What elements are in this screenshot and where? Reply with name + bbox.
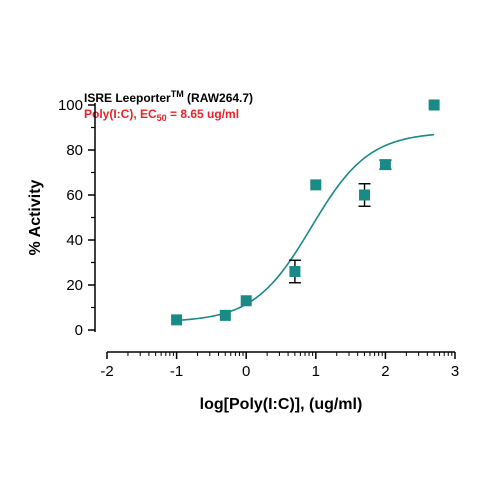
legend-line-1: ISRE LeeporterTM (RAW264.7) bbox=[84, 89, 253, 105]
axes: 0 20 40 60 80 100 -2 -1 0 1 2 3 bbox=[58, 97, 459, 380]
data-points bbox=[171, 99, 440, 326]
data-point bbox=[359, 189, 371, 201]
data-point bbox=[240, 295, 252, 307]
x-axis-title: log[Poly(I:C)], (ug/ml) bbox=[200, 396, 363, 413]
legend-line-2: Poly(I:C), EC50 = 8.65 ug/ml bbox=[84, 107, 239, 123]
x-tick-label: -1 bbox=[170, 363, 183, 380]
y-ticks: 0 20 40 60 80 100 bbox=[58, 97, 95, 339]
y-tick-label: 20 bbox=[66, 277, 83, 294]
data-point bbox=[428, 99, 440, 111]
x-ticks: -2 -1 0 1 2 3 bbox=[100, 352, 459, 380]
y-tick-label: 80 bbox=[66, 142, 83, 159]
x-tick-label: 2 bbox=[381, 363, 389, 380]
data-point bbox=[379, 159, 391, 171]
x-tick-label: 0 bbox=[242, 363, 250, 380]
y-tick-label: 60 bbox=[66, 187, 83, 204]
fit-curve bbox=[176, 133, 435, 322]
data-point bbox=[219, 309, 231, 321]
y-tick-label: 100 bbox=[58, 97, 83, 114]
data-point bbox=[310, 179, 322, 191]
x-tick-label: -2 bbox=[100, 363, 113, 380]
y-axis-title: % Activity bbox=[27, 179, 44, 255]
y-tick-label: 40 bbox=[66, 232, 83, 249]
legend: ISRE LeeporterTM (RAW264.7) Poly(I:C), E… bbox=[84, 89, 253, 123]
y-tick-label: 0 bbox=[75, 322, 83, 339]
data-point bbox=[171, 314, 183, 326]
x-tick-label: 3 bbox=[451, 363, 459, 380]
x-tick-label: 1 bbox=[312, 363, 320, 380]
data-point bbox=[289, 266, 301, 277]
